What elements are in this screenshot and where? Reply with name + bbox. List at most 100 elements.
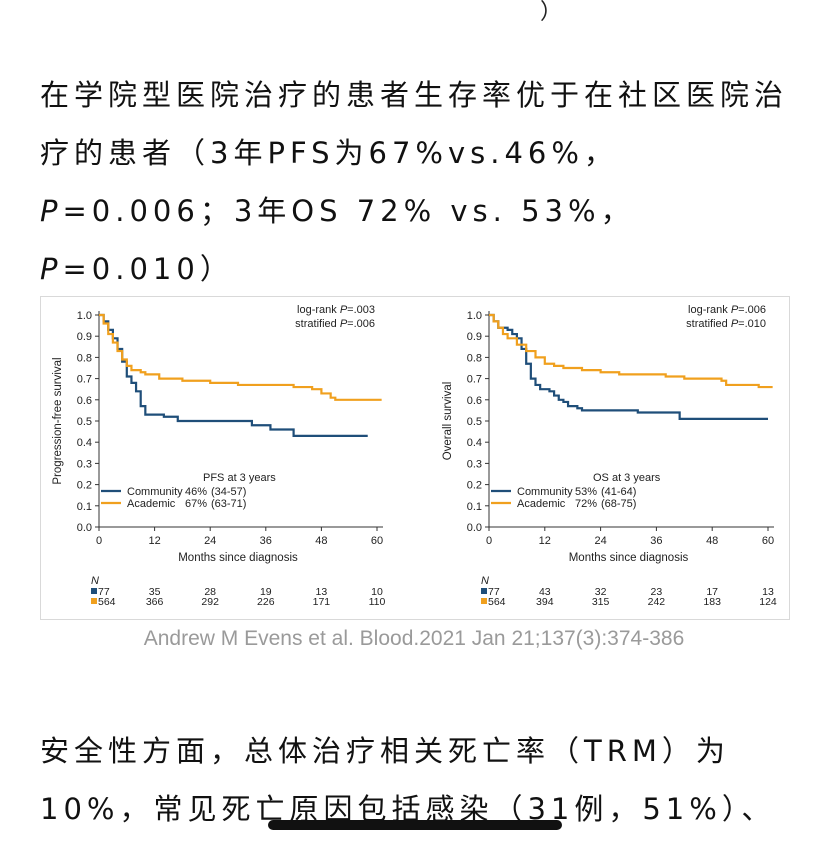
panel2-at-risk-marker-academic	[481, 598, 487, 604]
panel2-legend-ci-academic: (68-75)	[601, 498, 636, 510]
panel1-x-axis-label: Months since diagnosis	[178, 552, 298, 564]
results-paragraph: 在学院型医院治疗的患者生存率优于在社区医院治疗的患者（3年PFS为67%vs.4…	[40, 66, 788, 298]
panel2-at-risk-label: N	[481, 575, 489, 587]
panel2-y-tick-label: 0.5	[467, 416, 482, 428]
panel2-at-risk-community: 23	[651, 586, 663, 598]
panel1-y-tick-label: 0.4	[77, 437, 92, 449]
panel2-y-axis-label: Overall survival	[442, 382, 454, 461]
panel2-y-tick-label: 0.7	[467, 374, 482, 386]
figure-caption: Andrew M Evens et al. Blood.2021 Jan 21;…	[143, 627, 685, 650]
panel1-y-tick-label: 0.3	[77, 458, 92, 470]
panel2-legend-ci-community: (41-64)	[601, 486, 636, 498]
p-symbol: P	[40, 194, 63, 228]
results-text: 在学院型医院治疗的患者生存率优于在社区医院治疗的患者（3年PFS为67%vs.4…	[40, 78, 789, 170]
panel1-at-risk-community: 10	[371, 586, 383, 598]
panel1-stratified-label: stratified P=.006	[295, 318, 375, 330]
panel1-y-tick-label: 0.1	[77, 501, 92, 513]
panel2-at-risk-community: 13	[762, 586, 774, 598]
panel2-x-tick-label: 12	[539, 535, 551, 547]
panel2-y-tick-label: 1.0	[467, 310, 482, 322]
panel1-legend-ci-community: (34-57)	[211, 486, 246, 498]
panel2-x-tick-label: 60	[762, 535, 774, 547]
panel2-curve-academic	[489, 313, 773, 389]
panel1-at-risk-marker-community	[91, 588, 97, 594]
panel2-at-risk-academic: 124	[759, 596, 777, 608]
home-indicator[interactable]	[268, 820, 562, 830]
panel2-y-tick-label: 0.6	[467, 395, 482, 407]
panel1-y-tick-label: 0.9	[77, 331, 92, 343]
panel2-y-tick-label: 0.9	[467, 331, 482, 343]
p-symbol-os: P	[40, 252, 63, 286]
panel1-legend-ci-academic: (63-71)	[211, 498, 246, 510]
panel2-logrank-label: log-rank P=.006	[688, 304, 766, 316]
panel1-at-risk-academic: 171	[313, 596, 331, 608]
panel2-at-risk-academic: 315	[592, 596, 610, 608]
panel2-at-risk-marker-community	[481, 588, 487, 594]
panel1-y-axis-label: Progression-free survival	[52, 357, 64, 484]
panel1-y-tick-label: 0.8	[77, 352, 92, 364]
panel1-y-tick-label: 0.0	[77, 522, 92, 534]
panel1-at-risk-academic: 366	[146, 596, 164, 608]
panel2-y-tick-label: 0.2	[467, 480, 482, 492]
panel1-y-tick-label: 0.2	[77, 480, 92, 492]
panel2-at-risk-community: 32	[595, 586, 607, 598]
panel1-x-tick-label: 48	[315, 535, 327, 547]
survival-figure: 0.0 0.1 0.2 0.3 0.4 0.5 0.6 0.7 0.8 0.9 1.0 0 12 24 36…	[40, 296, 790, 620]
panel2-x-tick-label: 0	[486, 535, 492, 547]
panel1-at-risk-community: 35	[149, 586, 161, 598]
panel2-at-risk-community: 17	[706, 586, 718, 598]
panel2-y-tick-label: 0.0	[467, 522, 482, 534]
panel1-x-tick-label: 60	[371, 535, 383, 547]
panel1-x-tick-label: 24	[204, 535, 216, 547]
panel1-at-risk-academic: 564	[98, 596, 116, 608]
panel2-legend-name-academic: Academic	[517, 498, 566, 510]
panel2-x-axis-label: Months since diagnosis	[569, 552, 689, 564]
panel2-at-risk-academic: 183	[703, 596, 721, 608]
panel1-chart: 0.0 0.1 0.2 0.3 0.4 0.5 0.6 0.7 0.8 0.9 1.0 0 12 24 36…	[52, 304, 386, 608]
panel1-at-risk-marker-academic	[91, 598, 97, 604]
panel2-at-risk-community: 77	[488, 586, 500, 598]
panel1-curve-community	[99, 313, 368, 437]
panel2-at-risk-community: 43	[539, 586, 551, 598]
panel1-y-tick-label: 1.0	[77, 310, 92, 322]
panel1-x-tick-label: 0	[96, 535, 102, 547]
panel2-stratified-label: stratified P=.010	[686, 318, 766, 330]
panel2-legend-stat-academic: 72%	[575, 498, 597, 510]
panel2-x-tick-label: 36	[650, 535, 662, 547]
panel1-legend-title: PFS at 3 years	[203, 472, 276, 484]
results-text-os: =0.006；3年OS 72% vs. 53%，	[62, 194, 635, 228]
panel2-at-risk-academic: 394	[536, 596, 554, 608]
panel2-chart: 0.0 0.1 0.2 0.3 0.4 0.5 0.6 0.7 0.8 0.9 1.0 0 12 24 36…	[442, 304, 777, 608]
survival-curves-svg: 0.0 0.1 0.2 0.3 0.4 0.5 0.6 0.7 0.8 0.9 1.0 0 12 24 36…	[52, 304, 777, 608]
panel1-legend-name-community: Community	[127, 486, 183, 498]
panel1-legend-name-academic: Academic	[127, 498, 176, 510]
panel1-at-risk-label: N	[91, 575, 99, 587]
panel2-curve-community	[489, 313, 768, 420]
panel1-logrank-label: log-rank P=.003	[297, 304, 375, 316]
panel1-at-risk-academic: 292	[201, 596, 219, 608]
panel1-x-tick-label: 12	[148, 535, 160, 547]
panel1-curve-academic	[99, 313, 382, 401]
panel2-x-tick-label: 24	[594, 535, 606, 547]
results-text-end: =0.010）	[62, 252, 234, 286]
panel1-legend-stat-community: 46%	[185, 486, 207, 498]
panel2-at-risk-academic: 564	[488, 596, 506, 608]
panel2-at-risk-academic: 242	[648, 596, 666, 608]
panel2-y-tick-label: 0.4	[467, 437, 482, 449]
panel2-y-tick-label: 0.3	[467, 458, 482, 470]
panel2-y-tick-label: 0.8	[467, 352, 482, 364]
panel1-legend-stat-academic: 67%	[185, 498, 207, 510]
panel2-legend-name-community: Community	[517, 486, 573, 498]
panel1-at-risk-community: 77	[98, 586, 110, 598]
panel2-legend-stat-community: 53%	[575, 486, 597, 498]
top-text-fragment: ）	[540, 0, 563, 25]
panel1-y-tick-label: 0.5	[77, 416, 92, 428]
panel1-at-risk-community: 28	[204, 586, 216, 598]
panel2-x-tick-label: 48	[706, 535, 718, 547]
panel1-at-risk-community: 19	[260, 586, 272, 598]
panel1-at-risk-academic: 110	[369, 596, 386, 608]
panel1-y-tick-label: 0.7	[77, 374, 92, 386]
panel2-legend-title: OS at 3 years	[593, 472, 661, 484]
panel1-y-tick-label: 0.6	[77, 395, 92, 407]
panel1-x-tick-label: 36	[260, 535, 272, 547]
